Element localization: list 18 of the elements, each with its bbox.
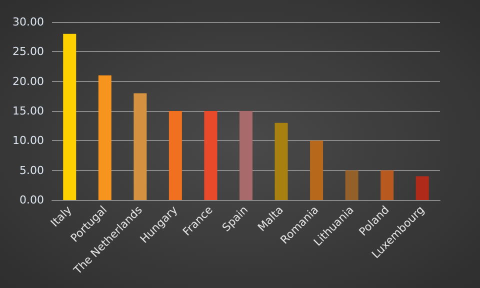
bar	[310, 140, 324, 200]
y-tick-label: 15.00	[12, 104, 44, 118]
bar	[345, 170, 358, 200]
y-tick-label: 5.00	[20, 164, 44, 177]
y-tick-label: 0.00	[20, 194, 44, 206]
y-tick-label: 20.00	[12, 74, 44, 88]
bar	[134, 93, 147, 200]
y-tick-label: 30.00	[12, 16, 44, 28]
bar	[416, 176, 429, 200]
y-tick-label: 10.00	[12, 134, 44, 148]
bar	[380, 170, 394, 200]
y-tick-label: 25.00	[12, 45, 44, 58]
bar	[240, 111, 252, 200]
bar	[63, 34, 76, 200]
bar	[168, 111, 182, 200]
bar	[204, 111, 218, 200]
bar	[98, 75, 112, 200]
bar	[274, 122, 288, 200]
